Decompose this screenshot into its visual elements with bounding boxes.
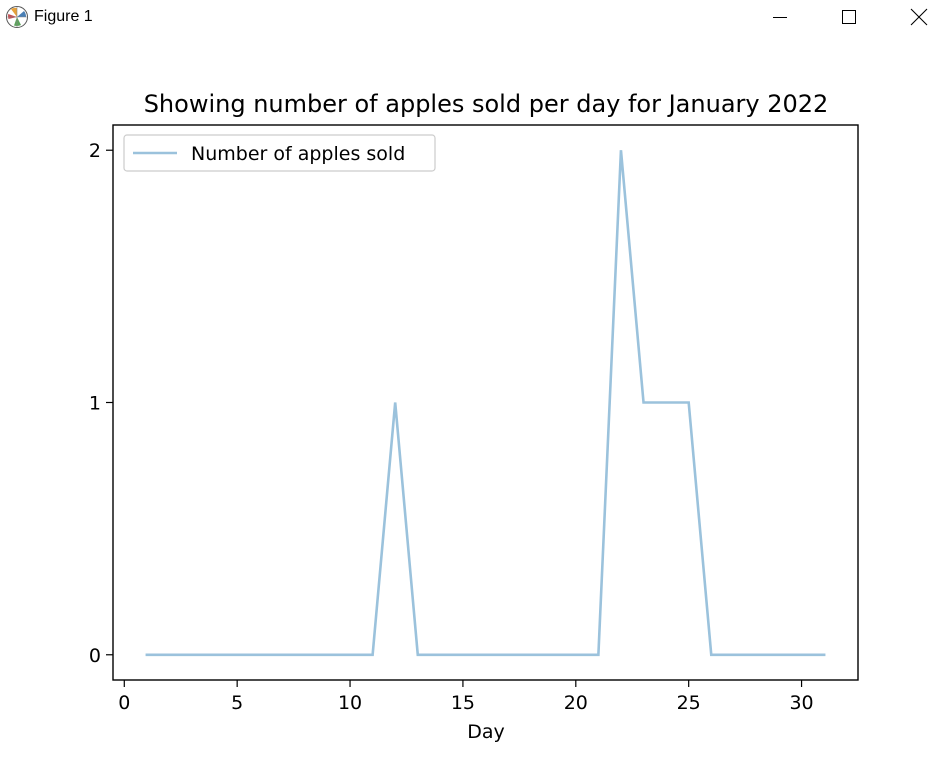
x-tick-label: 25 [677, 692, 701, 714]
window-titlebar: Figure 1 [0, 0, 948, 36]
x-tick-label: 30 [789, 692, 813, 714]
figure-canvas: Showing number of apples sold per day fo… [0, 36, 948, 757]
minimize-icon [773, 17, 787, 18]
legend-label: Number of apples sold [191, 143, 405, 165]
series-line [145, 150, 826, 657]
x-tick-label: 20 [564, 692, 588, 714]
matplotlib-figure-icon [6, 6, 28, 28]
chart-title: Showing number of apples sold per day fo… [144, 90, 829, 118]
x-tick-label: 15 [451, 692, 475, 714]
series-layer [145, 150, 826, 657]
plot-area [112, 124, 859, 681]
x-axis-label: Day [467, 721, 505, 743]
x-tick-label: 10 [338, 692, 362, 714]
x-axis: 0 5 10 15 20 25 30 [118, 680, 814, 714]
maximize-button[interactable] [826, 0, 872, 34]
y-tick-label: 1 [89, 393, 101, 415]
maximize-icon [842, 10, 856, 24]
y-tick-label: 0 [89, 645, 101, 667]
close-icon [910, 8, 928, 26]
y-axis: 0 1 2 [89, 140, 113, 667]
line-chart: Showing number of apples sold per day fo… [89, 90, 859, 743]
y-tick-label: 2 [89, 140, 101, 162]
close-button[interactable] [896, 0, 942, 34]
x-tick-label: 0 [118, 692, 130, 714]
legend: Number of apples sold [123, 134, 436, 172]
minimize-button[interactable] [757, 0, 803, 34]
legend-box [123, 134, 436, 172]
x-tick-label: 5 [231, 692, 243, 714]
window-title: Figure 1 [34, 8, 93, 25]
